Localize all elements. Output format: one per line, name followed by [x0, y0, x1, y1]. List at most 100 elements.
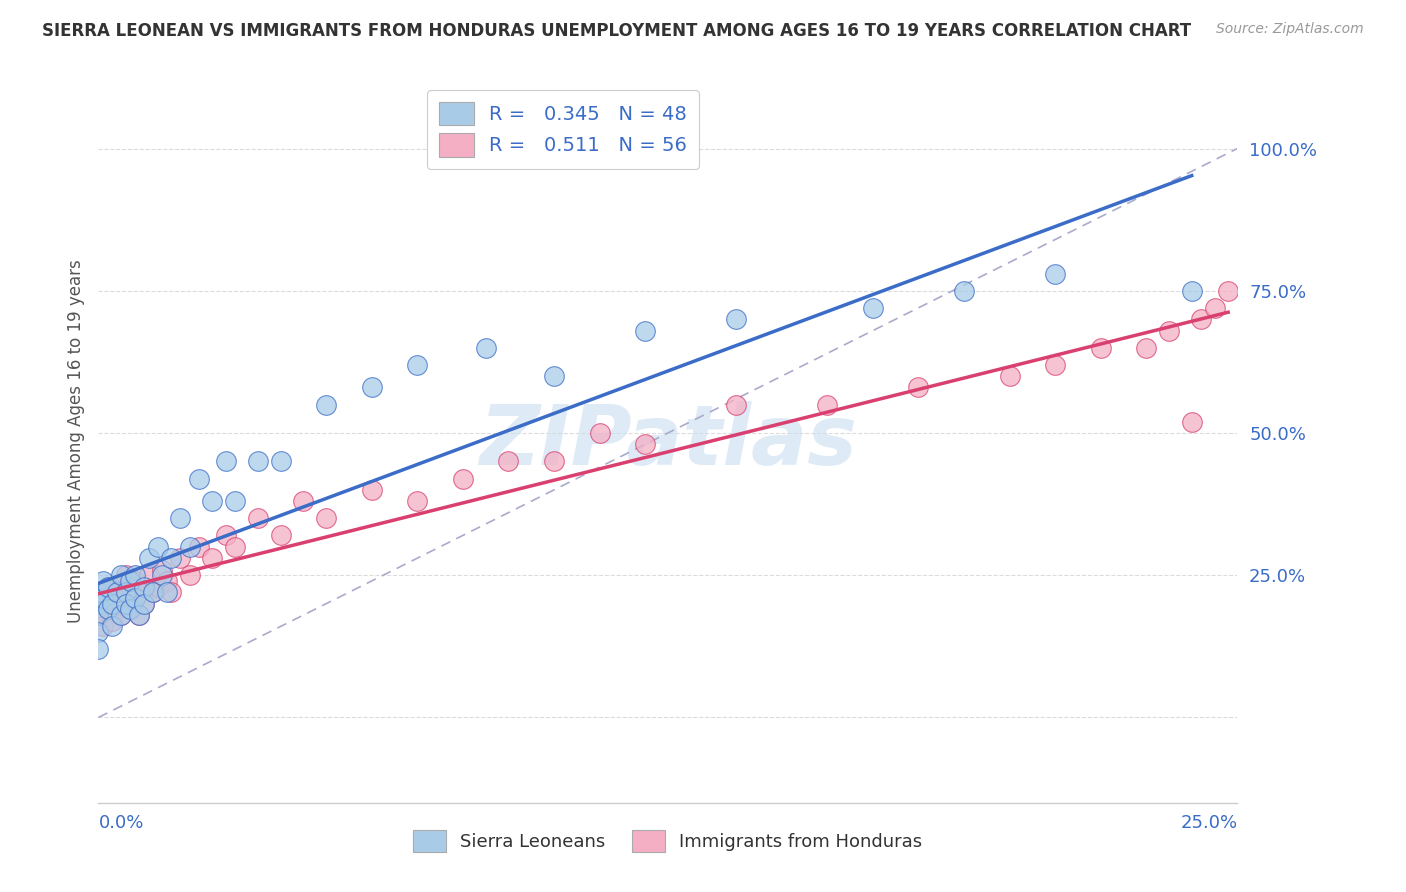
- Point: [169, 551, 191, 566]
- Point: [110, 608, 132, 623]
- Point: [215, 454, 238, 468]
- Point: [110, 568, 132, 582]
- Point: [124, 568, 146, 582]
- Point: [96, 580, 118, 594]
- Point: [474, 341, 496, 355]
- Point: [862, 301, 884, 315]
- Point: [124, 591, 146, 605]
- Point: [114, 585, 136, 599]
- Point: [110, 585, 132, 599]
- Point: [725, 398, 748, 412]
- Text: Source: ZipAtlas.com: Source: ZipAtlas.com: [1216, 22, 1364, 37]
- Point: [114, 597, 136, 611]
- Point: [105, 597, 128, 611]
- Text: 25.0%: 25.0%: [1180, 814, 1237, 832]
- Point: [169, 511, 191, 525]
- Point: [292, 494, 315, 508]
- Point: [1043, 267, 1066, 281]
- Point: [132, 597, 155, 611]
- Point: [270, 454, 292, 468]
- Point: [110, 608, 132, 623]
- Point: [128, 608, 150, 623]
- Point: [138, 568, 160, 582]
- Point: [138, 551, 160, 566]
- Point: [120, 580, 142, 594]
- Point: [1218, 284, 1240, 298]
- Point: [87, 608, 110, 623]
- Point: [588, 425, 610, 440]
- Point: [725, 312, 748, 326]
- Point: [91, 591, 114, 605]
- Point: [128, 585, 150, 599]
- Point: [179, 540, 201, 554]
- Point: [1157, 324, 1180, 338]
- Point: [315, 398, 337, 412]
- Point: [1181, 415, 1204, 429]
- Point: [91, 619, 114, 633]
- Point: [1204, 301, 1226, 315]
- Legend: Sierra Leoneans, Immigrants from Honduras: Sierra Leoneans, Immigrants from Hondura…: [406, 822, 929, 859]
- Point: [132, 597, 155, 611]
- Point: [87, 585, 110, 599]
- Point: [160, 585, 183, 599]
- Text: SIERRA LEONEAN VS IMMIGRANTS FROM HONDURAS UNEMPLOYMENT AMONG AGES 16 TO 19 YEAR: SIERRA LEONEAN VS IMMIGRANTS FROM HONDUR…: [42, 22, 1191, 40]
- Point: [201, 494, 224, 508]
- Point: [150, 568, 173, 582]
- Point: [156, 574, 179, 588]
- Point: [1135, 341, 1157, 355]
- Point: [953, 284, 976, 298]
- Point: [101, 585, 124, 599]
- Point: [1189, 312, 1212, 326]
- Point: [815, 398, 838, 412]
- Point: [634, 324, 657, 338]
- Point: [1181, 284, 1204, 298]
- Point: [907, 380, 929, 394]
- Point: [146, 580, 169, 594]
- Point: [120, 574, 142, 588]
- Point: [96, 602, 118, 616]
- Point: [142, 585, 165, 599]
- Point: [114, 597, 136, 611]
- Point: [87, 608, 110, 623]
- Point: [1043, 358, 1066, 372]
- Point: [360, 380, 382, 394]
- Text: 0.0%: 0.0%: [98, 814, 143, 832]
- Point: [142, 585, 165, 599]
- Point: [91, 591, 114, 605]
- Point: [120, 602, 142, 616]
- Point: [406, 494, 429, 508]
- Point: [124, 591, 146, 605]
- Point: [246, 454, 269, 468]
- Point: [128, 608, 150, 623]
- Point: [201, 551, 224, 566]
- Point: [96, 602, 118, 616]
- Point: [87, 585, 110, 599]
- Point: [120, 602, 142, 616]
- Point: [451, 471, 474, 485]
- Point: [96, 580, 118, 594]
- Point: [543, 369, 565, 384]
- Point: [132, 580, 155, 594]
- Point: [1090, 341, 1112, 355]
- Text: ZIPatlas: ZIPatlas: [479, 401, 856, 482]
- Point: [91, 574, 114, 588]
- Point: [156, 585, 179, 599]
- Point: [634, 437, 657, 451]
- Point: [150, 563, 173, 577]
- Point: [187, 540, 209, 554]
- Point: [124, 574, 146, 588]
- Point: [246, 511, 269, 525]
- Point: [187, 471, 209, 485]
- Point: [179, 568, 201, 582]
- Point: [105, 585, 128, 599]
- Point: [215, 528, 238, 542]
- Point: [87, 597, 110, 611]
- Point: [87, 642, 110, 657]
- Point: [101, 619, 124, 633]
- Point: [87, 625, 110, 640]
- Point: [270, 528, 292, 542]
- Point: [114, 568, 136, 582]
- Y-axis label: Unemployment Among Ages 16 to 19 years: Unemployment Among Ages 16 to 19 years: [66, 260, 84, 624]
- Point: [998, 369, 1021, 384]
- Point: [406, 358, 429, 372]
